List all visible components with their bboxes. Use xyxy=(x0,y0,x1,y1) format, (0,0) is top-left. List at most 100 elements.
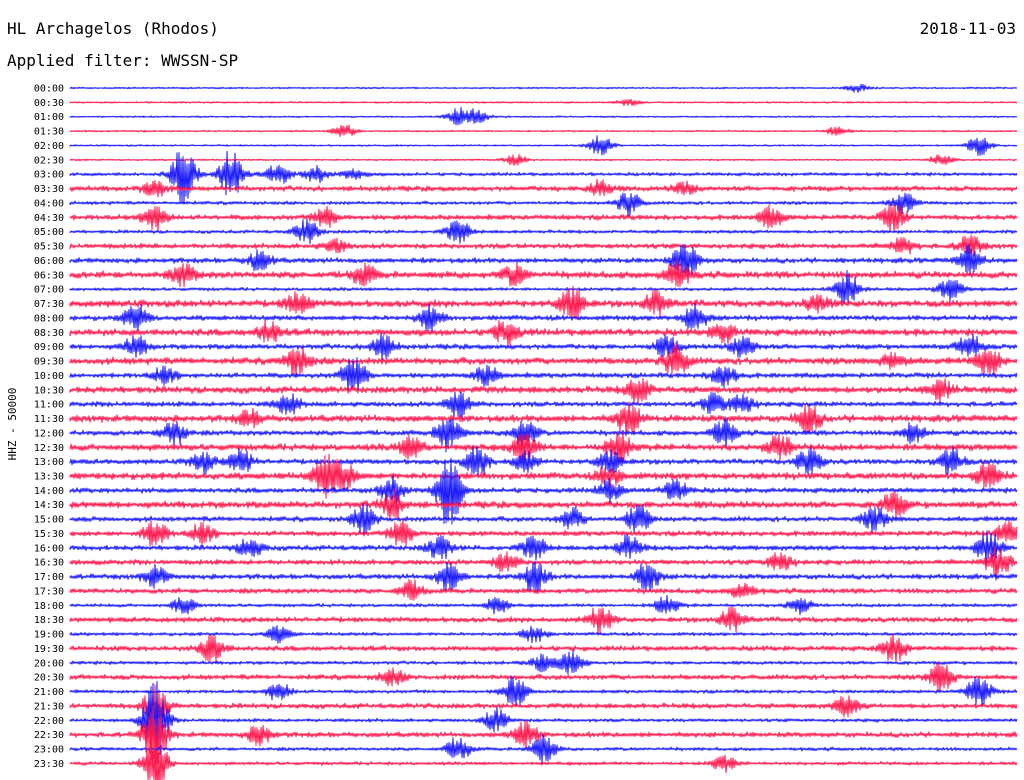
trace-00:30 xyxy=(69,98,1018,107)
time-tick-10:00: 10:00 xyxy=(34,371,64,382)
time-tick-20:00: 20:00 xyxy=(34,658,64,669)
trace-11:30 xyxy=(69,401,1018,437)
time-tick-01:00: 01:00 xyxy=(34,112,64,123)
trace-05:00 xyxy=(69,218,1018,245)
trace-19:30 xyxy=(69,632,1018,664)
trace-03:00 xyxy=(69,150,1018,204)
trace-08:30 xyxy=(69,319,1018,348)
trace-03:30 xyxy=(69,178,1018,198)
trace-23:00 xyxy=(69,733,1018,764)
time-tick-15:30: 15:30 xyxy=(34,529,64,540)
trace-20:00 xyxy=(69,650,1018,675)
time-tick-11:00: 11:00 xyxy=(34,400,64,411)
time-tick-08:30: 08:30 xyxy=(34,328,64,339)
time-tick-12:30: 12:30 xyxy=(34,443,64,454)
time-tick-14:00: 14:00 xyxy=(34,486,64,497)
trace-15:30 xyxy=(69,518,1018,547)
time-tick-14:30: 14:30 xyxy=(34,500,64,511)
time-tick-16:30: 16:30 xyxy=(34,558,64,569)
time-tick-00:30: 00:30 xyxy=(34,98,64,109)
trace-23:30 xyxy=(69,737,1018,780)
trace-17:30 xyxy=(69,578,1018,601)
time-tick-06:00: 06:00 xyxy=(34,256,64,267)
time-tick-04:30: 04:30 xyxy=(34,213,64,224)
trace-10:00 xyxy=(69,357,1018,394)
time-tick-13:30: 13:30 xyxy=(34,471,64,482)
trace-16:30 xyxy=(69,545,1018,581)
time-tick-10:30: 10:30 xyxy=(34,385,64,396)
trace-07:00 xyxy=(69,269,1018,305)
trace-19:00 xyxy=(69,625,1018,644)
time-tick-15:00: 15:00 xyxy=(34,515,64,526)
time-tick-labels: 00:00 00:30 01:00 01:30 02:00 02:30 03:00 03:30… xyxy=(34,84,64,770)
trace-18:30 xyxy=(69,606,1018,635)
trace-02:00 xyxy=(69,135,1018,156)
trace-02:30 xyxy=(69,154,1018,166)
trace-11:00 xyxy=(69,391,1018,419)
time-tick-08:00: 08:00 xyxy=(34,313,64,324)
time-tick-06:30: 06:30 xyxy=(34,270,64,281)
trace-12:30 xyxy=(69,431,1018,465)
time-tick-12:00: 12:00 xyxy=(34,428,64,439)
time-tick-02:30: 02:30 xyxy=(34,155,64,166)
time-tick-19:00: 19:00 xyxy=(34,630,64,641)
time-tick-09:30: 09:30 xyxy=(34,357,64,368)
time-tick-23:30: 23:30 xyxy=(34,759,64,770)
trace-17:00 xyxy=(69,560,1018,594)
trace-08:00 xyxy=(69,303,1018,332)
time-tick-03:30: 03:30 xyxy=(34,184,64,195)
station-title: HL Archagelos (Rhodos) xyxy=(7,19,219,38)
time-tick-17:00: 17:00 xyxy=(34,572,64,583)
trace-01:30 xyxy=(69,124,1018,137)
y-axis-label: HHZ - 50000 xyxy=(6,388,19,461)
trace-13:30 xyxy=(69,453,1018,499)
time-tick-09:00: 09:00 xyxy=(34,342,64,353)
trace-12:00 xyxy=(69,416,1018,453)
trace-13:00 xyxy=(69,445,1018,476)
time-tick-11:30: 11:30 xyxy=(34,414,64,425)
time-tick-23:00: 23:00 xyxy=(34,745,64,756)
trace-00:00 xyxy=(69,83,1018,93)
trace-group xyxy=(69,83,1018,780)
trace-21:00 xyxy=(69,675,1018,707)
trace-04:30 xyxy=(69,203,1018,234)
time-tick-22:30: 22:30 xyxy=(34,730,64,741)
time-tick-17:30: 17:30 xyxy=(34,586,64,597)
time-tick-05:00: 05:00 xyxy=(34,227,64,238)
time-tick-16:00: 16:00 xyxy=(34,543,64,554)
filter-label: Applied filter: WWSSN-SP xyxy=(7,51,239,70)
date-label: 2018-11-03 xyxy=(919,19,1016,38)
time-tick-00:00: 00:00 xyxy=(34,84,64,95)
trace-09:00 xyxy=(69,332,1018,361)
time-tick-03:00: 03:00 xyxy=(34,170,64,181)
time-tick-18:00: 18:00 xyxy=(34,601,64,612)
time-tick-21:30: 21:30 xyxy=(34,701,64,712)
time-tick-07:30: 07:30 xyxy=(34,299,64,310)
time-tick-20:30: 20:30 xyxy=(34,673,64,684)
trace-05:30 xyxy=(69,234,1018,257)
trace-04:00 xyxy=(69,192,1018,217)
trace-01:00 xyxy=(69,106,1018,126)
trace-18:00 xyxy=(69,594,1018,616)
time-tick-07:00: 07:00 xyxy=(34,285,64,296)
trace-09:30 xyxy=(69,342,1018,377)
trace-07:30 xyxy=(69,285,1018,320)
time-tick-18:30: 18:30 xyxy=(34,615,64,626)
time-tick-05:30: 05:30 xyxy=(34,242,64,253)
trace-10:30 xyxy=(69,377,1018,405)
trace-14:00 xyxy=(69,457,1018,525)
time-tick-13:00: 13:00 xyxy=(34,457,64,468)
trace-20:30 xyxy=(69,661,1018,694)
trace-22:30 xyxy=(69,705,1018,766)
time-tick-04:00: 04:00 xyxy=(34,198,64,209)
trace-22:00 xyxy=(69,680,1018,759)
time-tick-02:00: 02:00 xyxy=(34,141,64,152)
time-tick-21:00: 21:00 xyxy=(34,687,64,698)
trace-14:30 xyxy=(69,487,1018,522)
trace-15:00 xyxy=(69,502,1018,535)
time-tick-01:30: 01:30 xyxy=(34,127,64,138)
trace-21:30 xyxy=(69,684,1018,728)
trace-16:00 xyxy=(69,530,1018,564)
trace-06:30 xyxy=(69,259,1018,288)
